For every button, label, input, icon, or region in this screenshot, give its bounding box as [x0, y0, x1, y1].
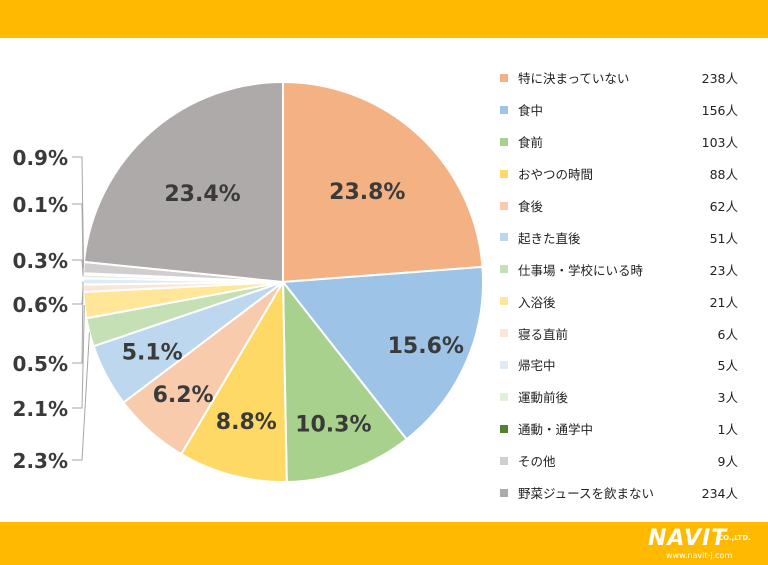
legend-count: 21人 — [709, 294, 738, 310]
legend-count: 238人 — [701, 71, 738, 87]
leader-line — [72, 156, 85, 268]
slice-data-label: 23.4% — [164, 182, 240, 207]
slice-data-label: 8.8% — [216, 410, 277, 435]
slice-data-label: 6.2% — [153, 383, 214, 408]
legend-item: その他 9人 — [500, 445, 738, 477]
legend-item: 食後 62人 — [500, 190, 738, 222]
legend-label: 通動・通学中 — [518, 422, 594, 438]
pie-slice — [82, 80, 284, 284]
legend-item: 仕事場・学校にいる時 23人 — [500, 253, 738, 285]
slice-data-label: 0.5% — [13, 352, 68, 376]
legend-label: 食中 — [518, 103, 544, 119]
legend-label: おやつの時間 — [518, 167, 594, 183]
leader-line — [72, 305, 85, 409]
legend-item: 帰宅中 5人 — [500, 349, 738, 381]
legend-item: 運動前後 3人 — [500, 381, 738, 413]
legend-item: 特に決まっていない 238人 — [500, 62, 738, 94]
legend-label: 食後 — [518, 199, 544, 214]
legend-count: 1人 — [717, 422, 738, 438]
legend-swatch — [500, 297, 508, 306]
slice-data-label: 0.1% — [13, 193, 68, 217]
logo-url-text: www.navit-j.com — [666, 551, 733, 560]
legend-swatch — [500, 105, 508, 114]
leader-line — [72, 203, 84, 274]
legend-count: 5人 — [717, 358, 738, 374]
legend-item: 入浴後 21人 — [500, 285, 738, 317]
top-banner — [0, 0, 768, 38]
legend-swatch — [500, 169, 508, 178]
legend-count: 62人 — [709, 199, 738, 214]
legend-count: 103人 — [701, 135, 738, 151]
leader-line — [72, 281, 84, 364]
legend-count: 156人 — [701, 103, 738, 119]
legend-label: 野菜ジュースを飲まない — [518, 486, 655, 502]
legend-count: 88人 — [709, 167, 738, 183]
leader-line — [72, 288, 84, 305]
slice-data-label: 0.6% — [13, 293, 68, 317]
pie-slice — [282, 80, 484, 284]
legend-label: 特に決まっていない — [518, 71, 630, 87]
legend-swatch — [500, 488, 508, 497]
legend-label: 入浴後 — [518, 294, 556, 310]
slice-data-label: 2.1% — [13, 397, 68, 421]
legend-swatch — [500, 392, 508, 401]
slice-data-label: 15.6% — [388, 334, 464, 359]
legend-label: 起きた直後 — [518, 230, 581, 246]
chart-legend: 特に決まっていない 238人食中 156人食前 103人おやつの時間 88人食後 62人起… — [500, 62, 738, 508]
slice-data-label: 2.3% — [13, 449, 68, 473]
legend-swatch — [500, 201, 508, 210]
legend-count: 51人 — [709, 230, 738, 246]
legend-label: その他 — [518, 454, 556, 470]
pie-chart: 23.8% 15.6% 10.3% 8.8%6.2% 5.1% 23.4% 0.9% 0.1%… — [13, 80, 484, 483]
slice-data-label: 10.3% — [295, 412, 371, 437]
legend-count: 234人 — [701, 486, 738, 502]
slice-data-label: 23.8% — [329, 180, 405, 205]
slice-data-label: 0.9% — [13, 146, 68, 170]
leader-line — [72, 259, 84, 277]
legend-label: 食前 — [518, 135, 544, 151]
legend-item: 通動・通学中 1人 — [500, 413, 738, 445]
legend-item: 食中 156人 — [500, 94, 738, 126]
legend-count: 3人 — [717, 390, 738, 406]
legend-item: おやつの時間 88人 — [500, 158, 738, 190]
leader-line — [72, 332, 90, 461]
pie-slice — [179, 278, 288, 483]
legend-label: 帰宅中 — [518, 358, 556, 374]
legend-swatch — [500, 73, 508, 82]
legend-item: 起きた直後 51人 — [500, 221, 738, 253]
pie-slice — [281, 279, 408, 483]
legend-item: 食前 103人 — [500, 126, 738, 158]
legend-item: 寝る直前 6人 — [500, 317, 738, 349]
legend-label: 寝る直前 — [518, 326, 569, 342]
legend-count: 23人 — [709, 262, 738, 278]
legend-swatch — [500, 265, 508, 274]
logo-sub-text: CO.,LTD. — [718, 534, 751, 542]
legend-label: 運動前後 — [518, 390, 569, 406]
logo-main-text: NAVIT — [648, 526, 728, 551]
pie-slice — [281, 265, 484, 441]
slice-data-label: 5.1% — [122, 340, 183, 365]
slice-data-label: 0.3% — [13, 249, 68, 273]
legend-swatch — [500, 424, 508, 433]
bottom-banner — [0, 522, 768, 565]
legend-item: 野菜ジュースを飲まない 234人 — [500, 477, 738, 509]
legend-label: 仕事場・学校にいる時 — [518, 262, 644, 278]
legend-count: 6人 — [717, 326, 738, 342]
legend-swatch — [500, 233, 508, 242]
legend-count: 9人 — [717, 454, 738, 470]
legend-swatch — [500, 137, 508, 146]
legend-swatch — [500, 360, 508, 369]
navit-logo: NAVIT CO.,LTD. www.navit-j.com — [648, 526, 760, 562]
legend-swatch — [500, 329, 508, 338]
legend-swatch — [500, 456, 508, 465]
